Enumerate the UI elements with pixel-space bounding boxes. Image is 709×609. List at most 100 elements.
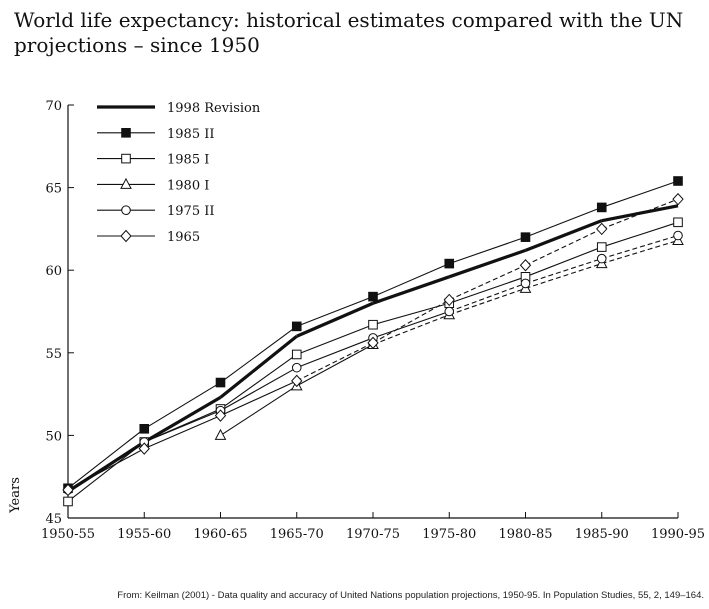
series-segment (220, 380, 297, 417)
legend-label: 1998 Revision (167, 101, 261, 116)
series-segment (67, 428, 145, 489)
marker-open-circle (596, 253, 607, 264)
series-1965 (62, 192, 684, 497)
marker-filled-square (596, 202, 607, 213)
series-segment (372, 314, 450, 346)
series-segment (449, 264, 526, 301)
marker-filled-square (215, 377, 226, 388)
x-tick-label: 1985-90 (575, 527, 629, 542)
series-segment (67, 448, 145, 491)
legend-label: 1980 I (167, 178, 209, 193)
x-tick-label: 1965-70 (270, 527, 324, 542)
marker-open-diamond (519, 259, 532, 272)
y-axis-label: Years (8, 477, 23, 514)
legend-item: 1975 II (97, 204, 215, 219)
series-segment (143, 382, 221, 430)
series-segment (601, 234, 679, 260)
series-segment (372, 275, 450, 305)
marker-open-diamond (672, 192, 684, 206)
series-segment (372, 299, 450, 344)
series-segment (449, 282, 526, 313)
series-segment (601, 239, 679, 265)
series-segment (601, 221, 679, 248)
marker-filled-square (673, 176, 683, 186)
series-segment (220, 325, 298, 383)
marker-open-diamond (120, 229, 132, 243)
marker-open-square (63, 496, 73, 507)
marker-open-triangle (120, 177, 132, 189)
marker-open-square (596, 242, 607, 252)
marker-open-diamond (367, 336, 379, 350)
series-segment (143, 396, 222, 444)
series-segment (296, 324, 374, 355)
series-segment (144, 410, 221, 443)
y-tick-label: 50 (45, 429, 62, 444)
series-segment (296, 342, 374, 382)
x-tick-label: 1950-55 (41, 527, 95, 542)
series-segment (144, 415, 221, 450)
marker-open-square (121, 153, 131, 164)
marker-open-diamond (62, 483, 74, 497)
series-segment (449, 236, 526, 265)
marker-open-square (291, 349, 302, 360)
series-segment (601, 198, 679, 230)
legend-label: 1985 I (167, 153, 209, 168)
marker-open-diamond (596, 222, 608, 236)
marker-open-triangle (214, 428, 227, 440)
marker-open-circle (121, 205, 131, 215)
marker-filled-square (444, 258, 455, 269)
marker-open-diamond (443, 293, 455, 307)
y-tick-label: 65 (45, 182, 62, 197)
series-1975-ii (63, 230, 683, 495)
series-segment (448, 248, 527, 279)
chart-legend: 1998 Revision 1985 II 1985 I 1980 I 1975 II 1… (97, 101, 261, 245)
x-tick-label: 1990-95 (651, 527, 705, 542)
series-segment (449, 287, 526, 316)
series-segment (524, 219, 603, 252)
series-segment (525, 263, 602, 289)
series-segment (601, 180, 679, 208)
series-segment (220, 354, 298, 410)
legend-item: 1985 II (97, 127, 215, 142)
x-tick-label: 1955-60 (117, 527, 171, 542)
marker-open-circle (444, 306, 455, 317)
legend-label: 1985 II (167, 127, 215, 142)
x-tick-label: 1980-85 (498, 527, 552, 542)
x-tick-label: 1960-65 (193, 527, 247, 542)
marker-open-circle (673, 230, 683, 241)
series-segment (220, 385, 298, 436)
series-segment (296, 301, 374, 338)
y-tick-label: 70 (45, 99, 62, 114)
series-segment (219, 335, 298, 399)
source-note: From: Keilman (2001) - Data quality and … (117, 590, 704, 601)
marker-filled-square (368, 291, 378, 302)
series-1985-i (63, 217, 683, 507)
legend-label: 1965 (167, 230, 200, 245)
series-segment (525, 246, 602, 278)
marker-open-circle (520, 278, 531, 289)
series-segment (67, 441, 145, 491)
chart-series (62, 176, 684, 507)
series-segment (372, 263, 450, 298)
marker-open-diamond (291, 374, 303, 388)
chart-axes: 45 50 55 60 65 70 1950-55 1955-60 1960-65 1965-70… (8, 99, 705, 542)
legend-item: 1985 I (97, 153, 209, 168)
series-segment (525, 258, 602, 284)
series-segment (296, 337, 374, 369)
series-segment (296, 296, 374, 327)
series-segment (449, 276, 526, 304)
series-segment (525, 206, 602, 238)
marker-open-circle (291, 362, 302, 373)
legend-item: 1998 Revision (97, 101, 261, 116)
x-tick-label: 1975-80 (422, 527, 476, 542)
legend-label: 1975 II (167, 204, 215, 219)
series-segment (372, 310, 450, 339)
y-tick-label: 55 (45, 347, 62, 362)
marker-filled-square (520, 232, 531, 242)
series-segment (601, 204, 679, 223)
x-tick-label: 1970-75 (346, 527, 400, 542)
marker-open-square (368, 319, 378, 330)
y-tick-label: 60 (45, 264, 62, 279)
marker-open-diamond (138, 442, 150, 455)
